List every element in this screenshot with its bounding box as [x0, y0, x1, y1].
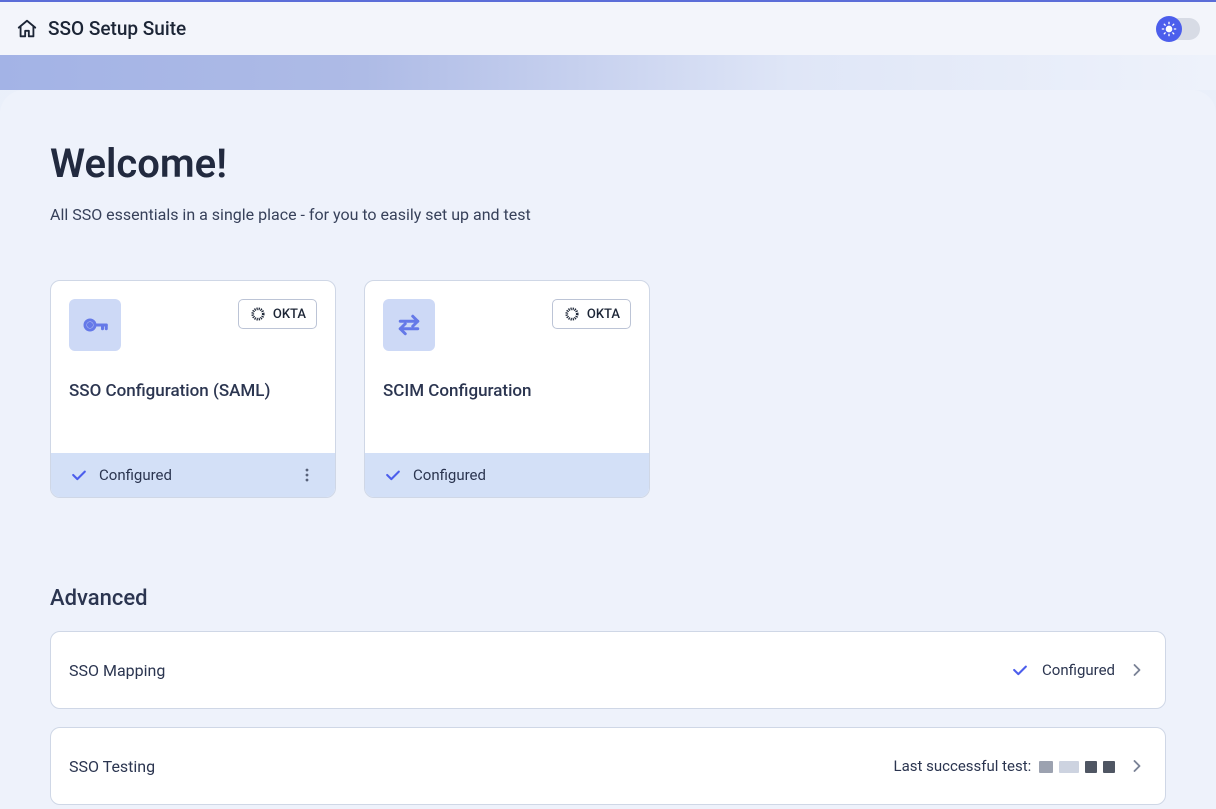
main-panel: Welcome! All SSO essentials in a single … [0, 90, 1216, 809]
advanced-section-title: Advanced [50, 586, 1166, 611]
check-icon [1010, 660, 1030, 680]
provider-label: OKTA [587, 307, 620, 322]
status-text: Configured [1042, 661, 1115, 679]
redacted-box [1085, 761, 1097, 773]
okta-logo-icon [249, 305, 267, 323]
status-text: Configured [99, 466, 172, 484]
scim-config-card[interactable]: OKTA SCIM Configuration Configured [364, 280, 650, 498]
redacted-timestamp [1039, 761, 1115, 773]
redacted-box [1103, 761, 1115, 773]
sun-icon [1156, 16, 1182, 42]
key-icon [69, 299, 121, 351]
app-title: SSO Setup Suite [48, 17, 186, 40]
okta-logo-icon [563, 305, 581, 323]
last-test-prefix: Last successful test: [894, 757, 1032, 775]
welcome-title: Welcome! [50, 140, 1166, 187]
provider-badge-okta: OKTA [552, 299, 631, 329]
sso-testing-row[interactable]: SSO Testing Last successful test: [50, 727, 1166, 805]
redacted-box [1039, 761, 1053, 773]
top-bar: SSO Setup Suite [0, 0, 1216, 55]
provider-badge-okta: OKTA [238, 299, 317, 329]
sso-mapping-row[interactable]: SSO Mapping Configured [50, 631, 1166, 709]
cards-row: OKTA SSO Configuration (SAML) Configured [50, 280, 1166, 498]
chevron-right-icon [1127, 660, 1147, 680]
redacted-box [1059, 761, 1079, 773]
sso-config-card[interactable]: OKTA SSO Configuration (SAML) Configured [50, 280, 336, 498]
last-test-label: Last successful test: [894, 757, 1116, 775]
card-footer: Configured [365, 453, 649, 497]
card-menu-button[interactable] [297, 465, 317, 485]
status-text: Configured [413, 466, 486, 484]
welcome-subtitle: All SSO essentials in a single place - f… [50, 205, 1166, 224]
topbar-left: SSO Setup Suite [16, 17, 186, 40]
check-icon [383, 465, 403, 485]
provider-label: OKTA [273, 307, 306, 322]
row-title: SSO Mapping [69, 661, 165, 680]
sync-icon [383, 299, 435, 351]
gradient-band [0, 55, 1216, 90]
card-title: SCIM Configuration [383, 381, 631, 425]
card-title: SSO Configuration (SAML) [69, 381, 317, 425]
check-icon [69, 465, 89, 485]
theme-toggle[interactable] [1156, 18, 1200, 40]
card-footer: Configured [51, 453, 335, 497]
row-title: SSO Testing [69, 757, 155, 776]
home-icon[interactable] [16, 18, 38, 40]
chevron-right-icon [1127, 756, 1147, 776]
